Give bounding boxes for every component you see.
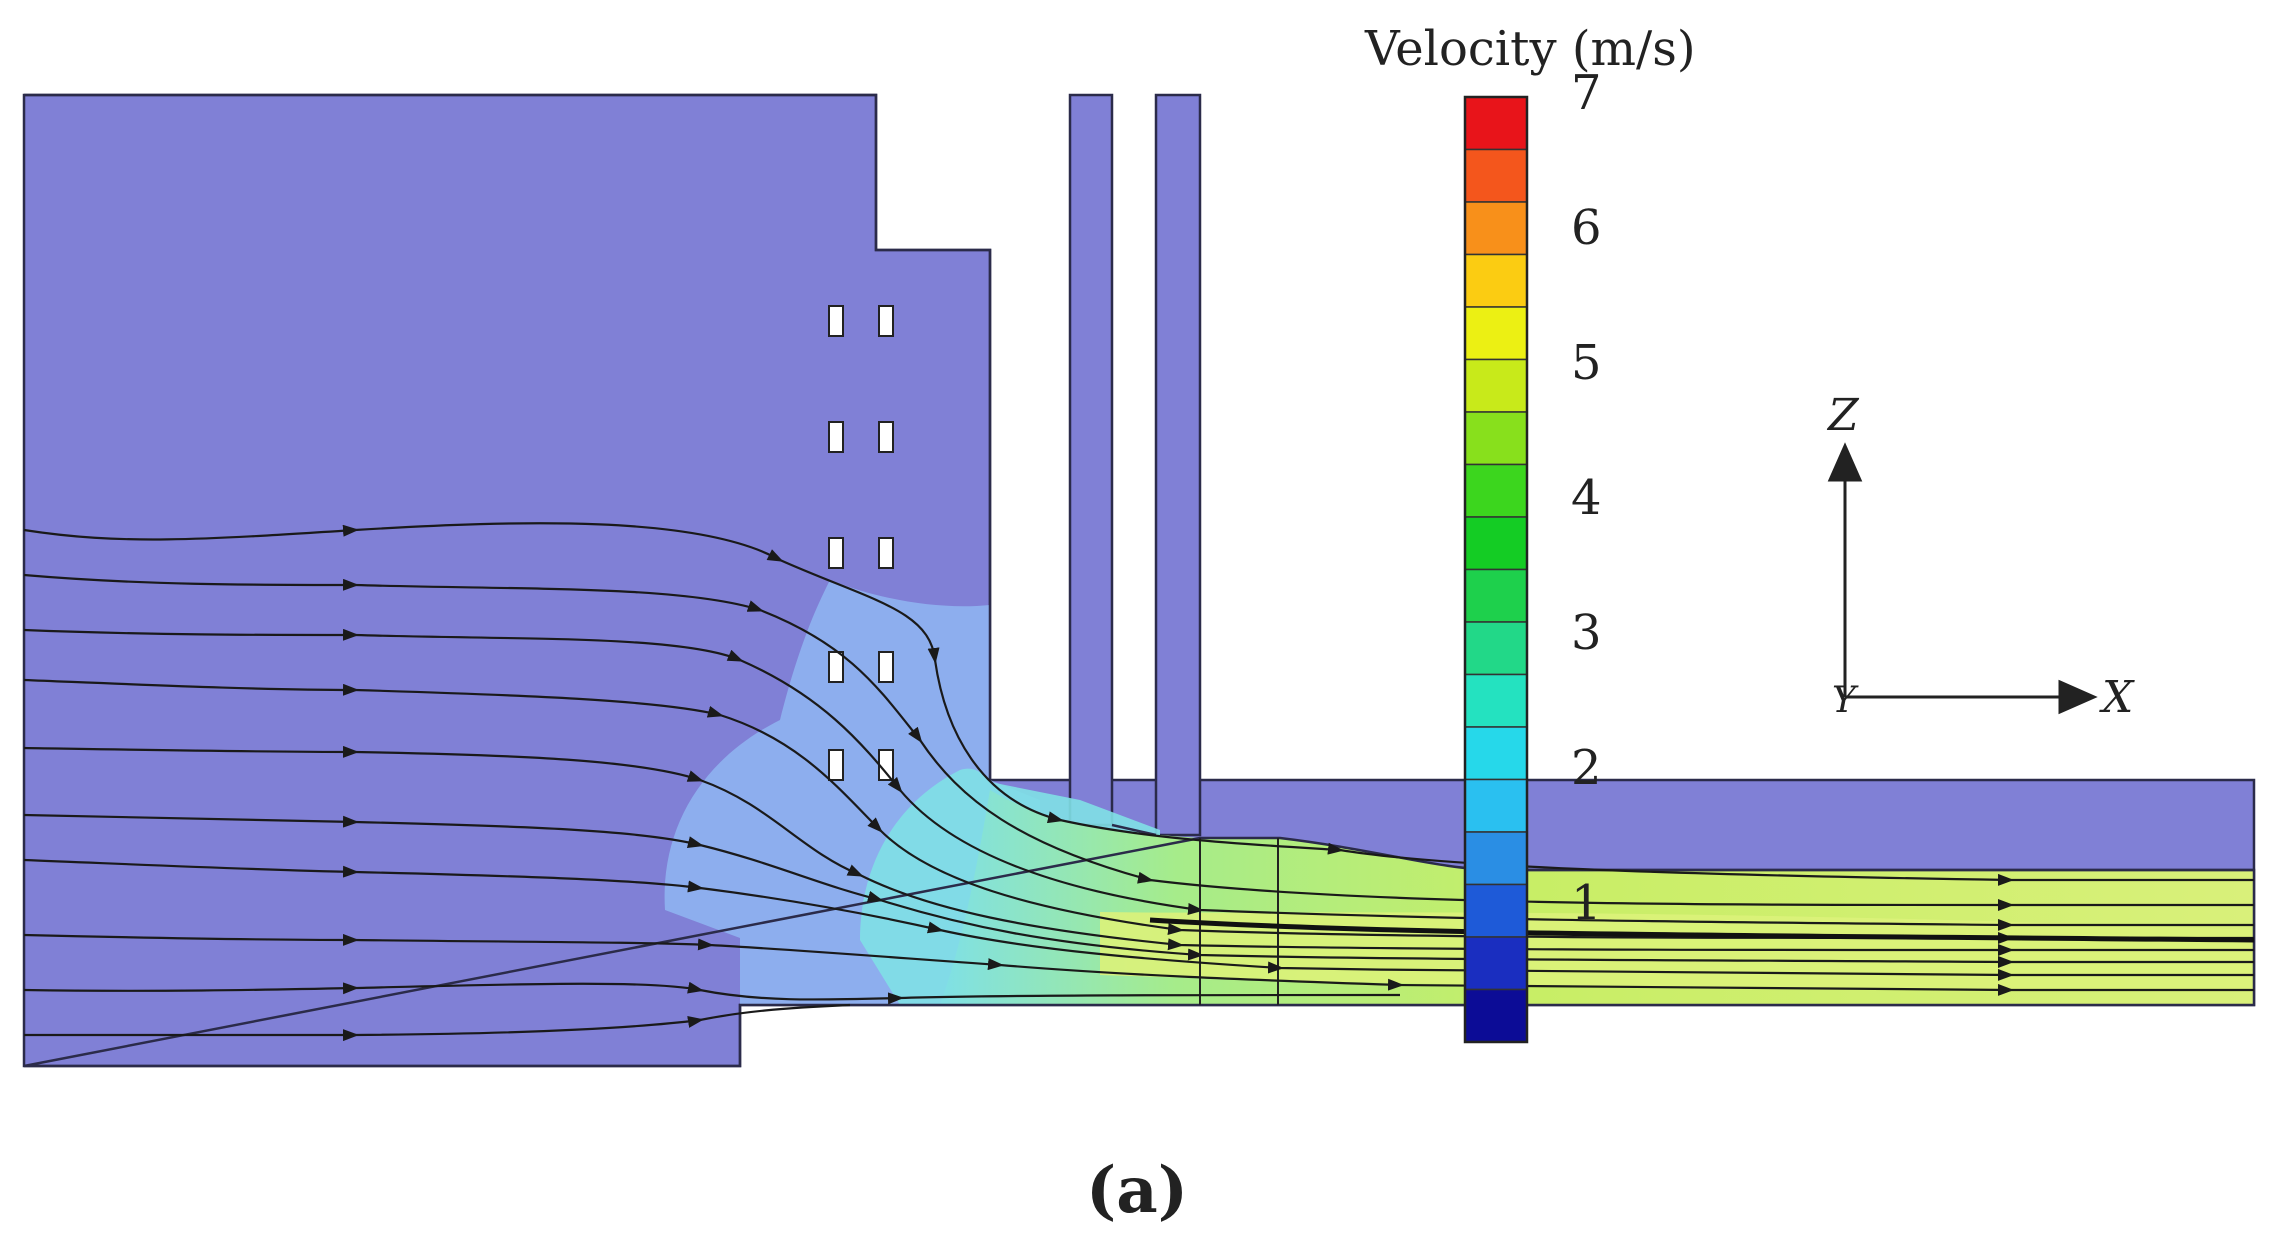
legend-tick-label: 5: [1571, 335, 1602, 391]
legend-tick-label: 2: [1571, 740, 1602, 796]
z-axis-arrow-icon: [1827, 442, 1863, 482]
legend-color-band: [1464, 516, 1528, 571]
panel-label: (a): [1086, 1153, 1188, 1228]
legend-tick-label: 7: [1571, 65, 1602, 121]
x-axis-arrow-icon: [2058, 679, 2098, 715]
legend-tick-label: 6: [1571, 200, 1602, 256]
legend-color-band: [1464, 621, 1528, 676]
nozzle-opening: [878, 651, 894, 683]
coordinate-axes: [1827, 442, 2098, 715]
nozzle-opening: [828, 749, 844, 781]
legend-color-band: [1464, 358, 1528, 413]
legend-color-band: [1464, 831, 1528, 886]
legend-color-band: [1464, 988, 1528, 1043]
streamline: [23, 981, 1401, 1005]
legend-color-band: [1464, 463, 1528, 518]
legend-colorbar-frame: [1463, 95, 1529, 1044]
nozzle-opening: [878, 421, 894, 453]
legend-color-band: [1464, 568, 1528, 623]
nozzle-opening: [828, 421, 844, 453]
legend-color-band: [1464, 201, 1528, 256]
legend-colorbar: [1463, 95, 1529, 1044]
legend-title: Velocity (m/s): [1364, 21, 1696, 77]
velocity-legend: Velocity (m/s) 7 6 5 4 3 2 1: [1364, 21, 1696, 1044]
legend-tick-label: 4: [1571, 470, 1602, 526]
x-axis-label: X: [2099, 672, 2135, 723]
legend-color-band: [1464, 726, 1528, 781]
stack-left: [1068, 93, 1114, 827]
stack-right: [1154, 93, 1202, 837]
y-axis-label: Y: [1832, 680, 1859, 721]
nozzle-opening: [878, 749, 894, 781]
nozzle-opening: [828, 305, 844, 337]
legend-color-band: [1464, 936, 1528, 991]
legend-tick-label: 1: [1571, 875, 1602, 931]
z-axis-label: Z: [1826, 390, 1860, 441]
legend-color-band: [1464, 411, 1528, 466]
nozzle-opening: [828, 537, 844, 569]
legend-color-band: [1464, 253, 1528, 308]
legend-color-band: [1464, 883, 1528, 938]
nozzle-opening: [878, 537, 894, 569]
streamline: [23, 1003, 851, 1042]
legend-tick-label: 3: [1571, 605, 1602, 661]
legend-color-band: [1464, 673, 1528, 728]
streamline: [23, 933, 2254, 996]
legend-color-band: [1464, 96, 1528, 151]
legend-tick-labels: 7 6 5 4 3 2 1: [1571, 65, 1602, 931]
legend-color-band: [1464, 306, 1528, 361]
nozzle-opening: [828, 651, 844, 683]
jet-centerline: [1149, 917, 2255, 943]
legend-color-band: [1464, 148, 1528, 203]
nozzle-opening: [878, 305, 894, 337]
legend-color-band: [1464, 778, 1528, 833]
